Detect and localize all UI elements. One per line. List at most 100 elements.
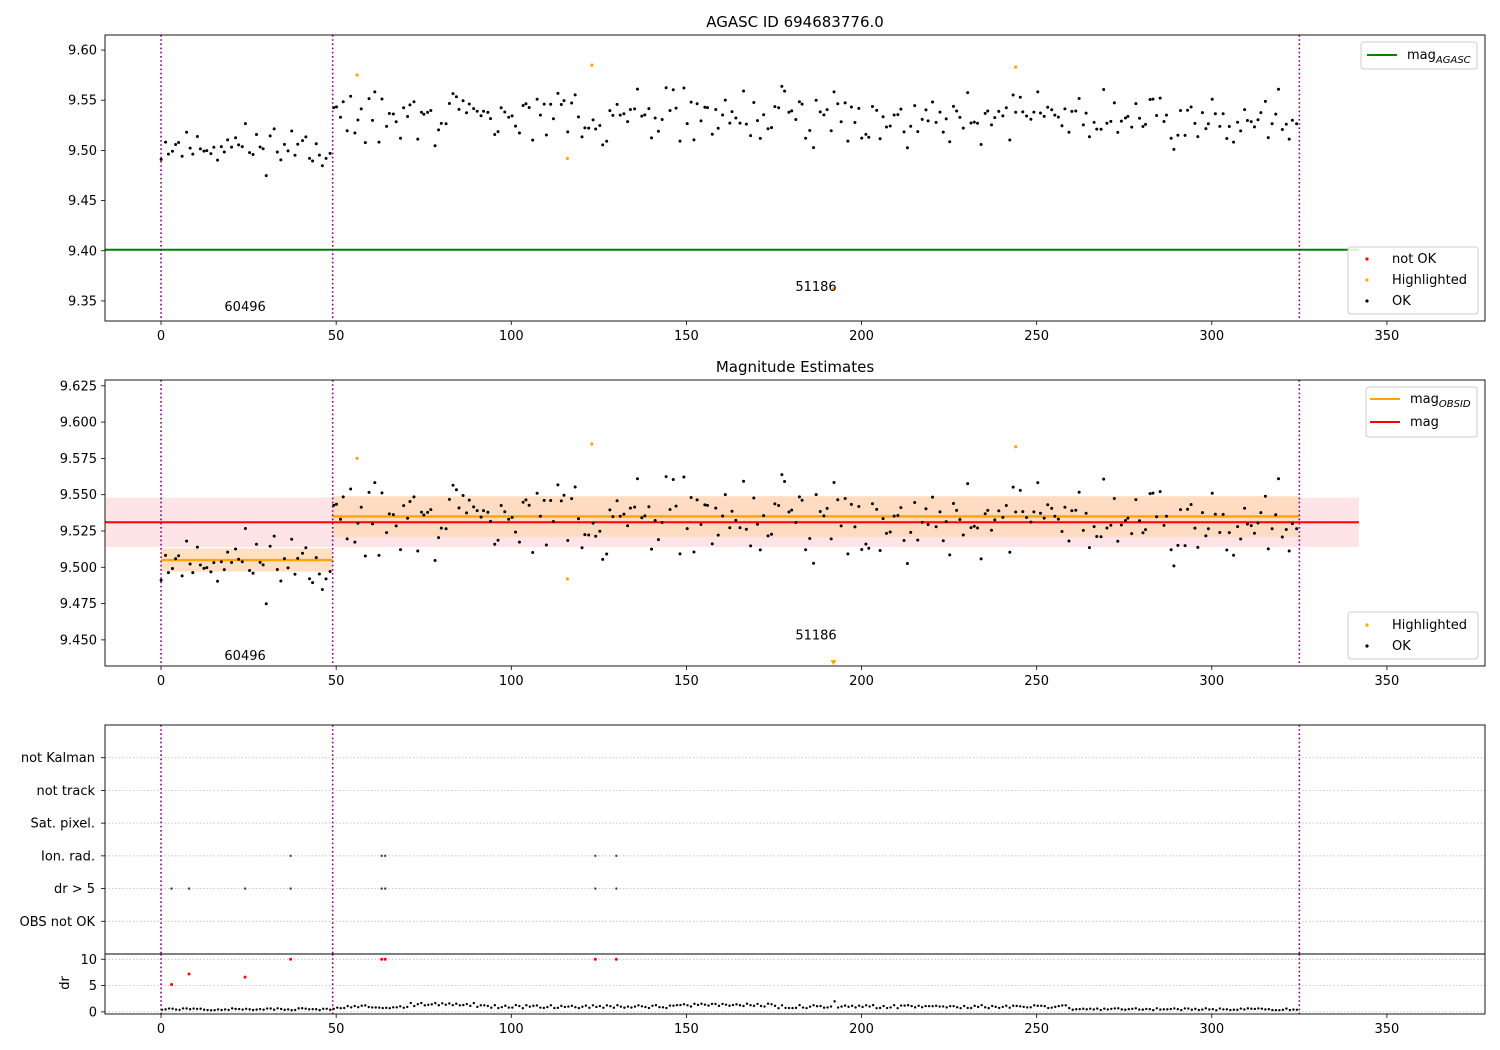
dr-point <box>1285 1007 1288 1010</box>
ok-point <box>1290 522 1294 526</box>
ok-point <box>240 145 244 149</box>
ok-point <box>1081 123 1085 127</box>
ok-point <box>1196 135 1200 139</box>
dr-point <box>784 1006 787 1010</box>
ok-point <box>598 124 602 128</box>
ok-point <box>640 516 644 520</box>
dr-point <box>216 1008 220 1011</box>
ok-point <box>1105 121 1109 125</box>
dr-point <box>1274 1008 1278 1012</box>
dr-point <box>525 1004 528 1007</box>
ok-point <box>601 557 605 561</box>
ok-point <box>1232 553 1236 557</box>
ok-point <box>570 101 574 105</box>
ok-point <box>721 514 725 518</box>
ok-point <box>979 143 983 147</box>
agasc-panel-title: AGASC ID 694683776.0 <box>706 13 884 31</box>
ok-point <box>542 498 546 502</box>
ok-point <box>1084 511 1088 515</box>
dr-point <box>990 1004 994 1008</box>
ok-point <box>723 493 727 497</box>
dr-point <box>181 1007 185 1010</box>
ok-point <box>1236 525 1240 529</box>
estimates-lines <box>105 515 1359 562</box>
ok-point <box>444 527 448 531</box>
ok-point <box>212 561 216 565</box>
ok-point <box>251 153 255 157</box>
dr-point <box>1271 1008 1274 1012</box>
ok-point <box>496 130 500 134</box>
ok-point <box>1256 118 1260 122</box>
ok-point <box>836 498 840 502</box>
dr-point <box>794 1006 798 1010</box>
ok-point <box>209 570 213 574</box>
ok-point <box>773 502 777 506</box>
ok-point <box>399 136 403 140</box>
ok-point <box>1200 511 1204 515</box>
y-tick-label: 9.45 <box>68 194 97 209</box>
dr-point <box>787 1006 791 1010</box>
ok-point <box>341 100 345 104</box>
agasc-panel: AGASC ID 694683776.0 60496 51186 0 50 100 15… <box>68 13 1486 344</box>
ok-point <box>349 487 353 491</box>
dr-point <box>1113 1007 1116 1010</box>
x-tick-label: 300 <box>1199 674 1224 689</box>
ok-point <box>380 97 384 101</box>
dr-point <box>850 1004 854 1008</box>
ok-point <box>349 94 353 98</box>
ok-point <box>1038 111 1042 115</box>
dr-point <box>434 1001 437 1005</box>
ok-point <box>437 536 441 540</box>
dr-point <box>588 1006 591 1009</box>
ok-point <box>559 499 563 503</box>
ok-point <box>832 90 836 94</box>
dr-point <box>371 1006 374 1009</box>
ok-point <box>734 518 738 522</box>
ok-point <box>699 523 703 527</box>
ok-point <box>969 526 973 530</box>
dr-point <box>546 1005 549 1009</box>
ok-point <box>339 115 343 119</box>
ok-point <box>1087 135 1091 139</box>
ok-point <box>931 100 935 104</box>
flag-point <box>384 854 387 858</box>
ok-point <box>566 538 570 542</box>
ok-point <box>1189 105 1193 109</box>
dr-point <box>1218 1007 1222 1010</box>
dr-high-point <box>243 975 247 979</box>
ok-point <box>1245 522 1249 526</box>
ok-point <box>1227 124 1231 128</box>
dr-high-point <box>593 957 597 961</box>
dr-point <box>1134 1007 1137 1010</box>
ok-point <box>493 542 497 546</box>
ok-point <box>503 110 507 114</box>
x-tick-label: 150 <box>674 1022 699 1037</box>
ok-point <box>678 552 682 556</box>
dr-point <box>1001 1005 1004 1009</box>
ok-point <box>551 117 555 121</box>
y-tick-label: 9.525 <box>60 524 97 539</box>
ok-point <box>556 483 560 487</box>
ok-point <box>216 579 220 583</box>
ok-point <box>261 563 265 567</box>
ok-point <box>180 574 184 578</box>
ok-point <box>234 547 238 551</box>
dr-point <box>861 1005 864 1009</box>
dr-point <box>836 1006 840 1009</box>
ok-point <box>510 515 514 519</box>
ok-point <box>958 518 962 522</box>
dr-point <box>910 1004 913 1008</box>
ok-point <box>314 556 318 560</box>
ok-point <box>853 121 857 125</box>
dr-point <box>868 1005 871 1008</box>
ok-point <box>738 526 742 530</box>
ok-point <box>1176 133 1180 137</box>
dr-point <box>833 1000 836 1003</box>
dr-point <box>682 1003 686 1006</box>
dr-point <box>406 1005 409 1009</box>
dr-point <box>1036 1004 1039 1008</box>
ok-point <box>258 560 262 564</box>
ok-point <box>334 105 338 109</box>
dr-point <box>1057 1004 1060 1008</box>
ok-point <box>814 493 818 497</box>
